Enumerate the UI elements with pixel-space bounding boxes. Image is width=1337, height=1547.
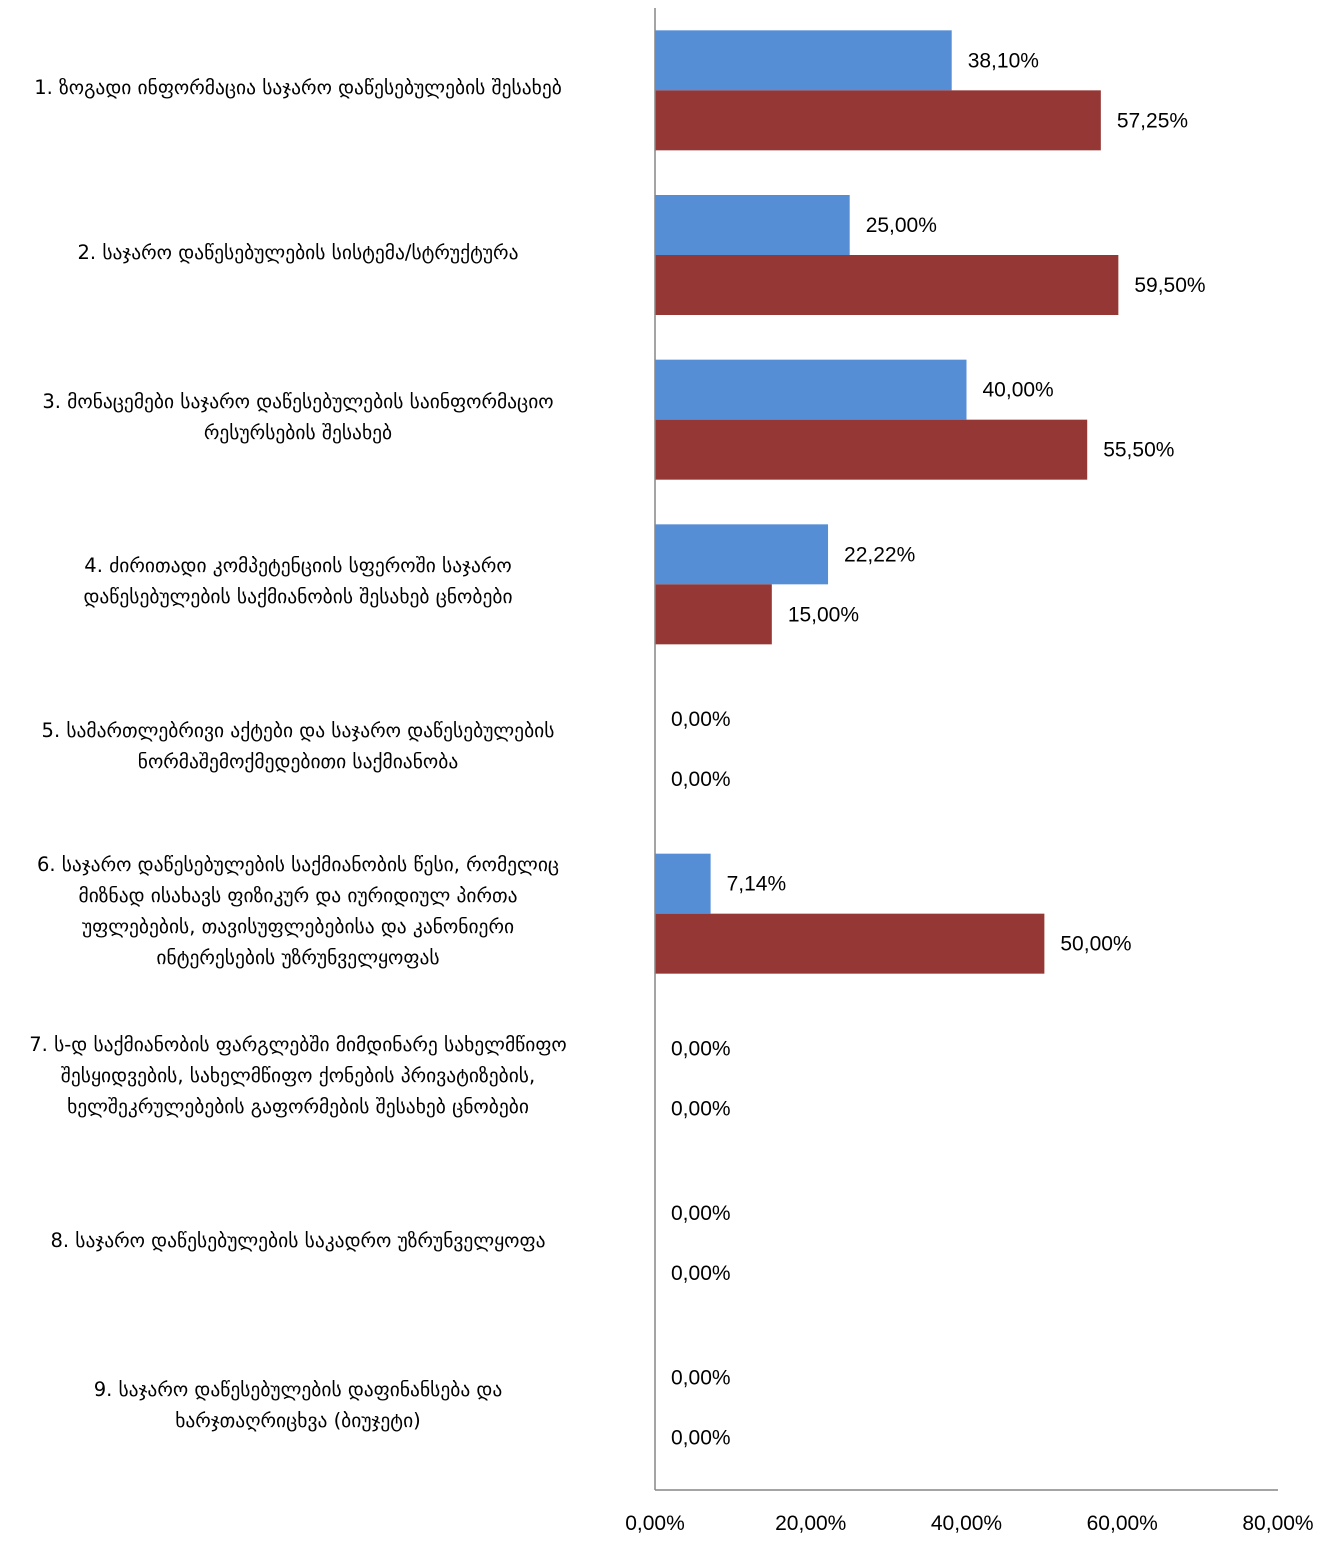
x-tick-label-2: 20,00% — [775, 1512, 846, 1535]
bar-series-2-cat-4 — [655, 584, 772, 645]
category-label-9: 9. საჯარო დაწესებულების დაფინანსება და ხა… — [0, 1374, 628, 1436]
bar-series-1-cat-2 — [655, 195, 850, 255]
category-label-line: მიზნად ისახავს ფიზიკურ და იურიდიულ პირთა — [78, 883, 518, 907]
category-label-line: 1. ზოგადი ინფორმაცია საჯარო დაწესებულები… — [34, 75, 562, 99]
data-label-series-2-cat-7: 0,00% — [671, 1097, 731, 1120]
category-label-line: 2. საჯარო დაწესებულების სისტემა/სტრუქტურ… — [77, 240, 519, 264]
category-label-line: 6. საჯარო დაწესებულების საქმიანობის წესი… — [36, 852, 560, 876]
bar-series-2-cat-3 — [655, 419, 1088, 480]
data-label-series-1-cat-7: 0,00% — [671, 1037, 731, 1060]
category-label-2: 2. საჯარო დაწესებულების სისტემა/სტრუქტურ… — [0, 237, 628, 268]
category-label-line: 9. საჯარო დაწესებულების დაფინანსება და — [93, 1377, 503, 1401]
category-label-5: 5. სამართლებრივი აქტები და საჯარო დაწესე… — [0, 715, 628, 777]
category-label-line: უფლებების, თავისუფლებებისა და კანონიერი — [81, 914, 515, 938]
data-label-series-1-cat-8: 0,00% — [671, 1202, 731, 1225]
data-label-series-1-cat-2: 25,00% — [866, 214, 937, 237]
category-label-line: ხელშეკრულებების გაფორმების შესახებ ცნობე… — [67, 1094, 529, 1118]
x-tick-label-1: 0,00% — [625, 1512, 685, 1535]
bar-series-2-cat-1 — [655, 90, 1101, 151]
category-label-line: ნორმაშემოქმედებითი საქმიანობა — [137, 750, 459, 773]
category-label-6: 6. საჯარო დაწესებულების საქმიანობის წესი… — [0, 849, 628, 973]
category-label-line: 8. საჯარო დაწესებულების საკადრო უზრუნველ… — [50, 1228, 546, 1252]
data-label-series-1-cat-1: 38,10% — [968, 49, 1039, 72]
data-label-series-2-cat-3: 55,50% — [1103, 439, 1174, 462]
data-label-series-2-cat-5: 0,00% — [671, 768, 731, 791]
bar-series-1-cat-3 — [655, 359, 967, 420]
bar-series-1-cat-6 — [655, 853, 711, 914]
category-label-3: 3. მონაცემები საჯარო დაწესებულების საინფ… — [0, 386, 628, 448]
category-label-line: ინტერესების უზრუნველყოფას — [156, 945, 440, 969]
category-label-line: შესყიდვების, სახელმწიფო ქონების პრივატიზ… — [60, 1063, 536, 1087]
bar-series-2-cat-6 — [655, 913, 1045, 974]
category-label-line: ხარჯთაღრიცხვა (ბიუჯეტი) — [175, 1408, 421, 1432]
category-label-line: 5. სამართლებრივი აქტები და საჯარო დაწესე… — [41, 719, 555, 742]
data-label-series-2-cat-1: 57,25% — [1117, 109, 1188, 132]
data-label-series-2-cat-6: 50,00% — [1060, 933, 1131, 956]
category-label-line: 4. ძირითადი კომპეტენციის სფეროში საჯარო — [84, 554, 512, 578]
bar-series-2-cat-2 — [655, 255, 1119, 315]
data-label-series-1-cat-3: 40,00% — [983, 379, 1054, 402]
data-label-series-1-cat-6: 7,14% — [727, 873, 787, 896]
category-label-line: რესურსების შესახებ — [203, 420, 393, 444]
category-label-4: 4. ძირითადი კომპეტენციის სფეროში საჯარო დ… — [0, 550, 628, 612]
x-tick-label-5: 80,00% — [1242, 1512, 1313, 1535]
data-label-series-1-cat-4: 22,22% — [844, 543, 915, 566]
data-label-series-1-cat-5: 0,00% — [671, 708, 731, 731]
data-label-series-2-cat-4: 15,00% — [788, 603, 859, 626]
data-label-series-2-cat-2: 59,50% — [1134, 274, 1205, 297]
category-label-line: 3. მონაცემები საჯარო დაწესებულების საინფ… — [42, 389, 554, 413]
category-label-7: 7. ს-დ საქმიანობის ფარგლებში მიმდინარე ს… — [0, 1029, 628, 1122]
bar-series-1-cat-4 — [655, 524, 829, 585]
category-label-line: 7. ს-დ საქმიანობის ფარგლებში მიმდინარე ს… — [29, 1032, 567, 1056]
data-label-series-1-cat-9: 0,00% — [671, 1367, 731, 1390]
category-label-8: 8. საჯარო დაწესებულების საკადრო უზრუნველ… — [0, 1225, 628, 1256]
x-tick-label-4: 60,00% — [1087, 1512, 1158, 1535]
x-tick-label-3: 40,00% — [931, 1512, 1002, 1535]
category-label-line: დაწესებულების საქმიანობის შესახებ ცნობებ… — [83, 585, 513, 609]
bar-series-1-cat-1 — [655, 30, 952, 91]
data-label-series-2-cat-9: 0,00% — [671, 1427, 731, 1450]
data-label-series-2-cat-8: 0,00% — [671, 1262, 731, 1285]
category-label-1: 1. ზოგადი ინფორმაცია საჯარო დაწესებულები… — [0, 72, 628, 103]
